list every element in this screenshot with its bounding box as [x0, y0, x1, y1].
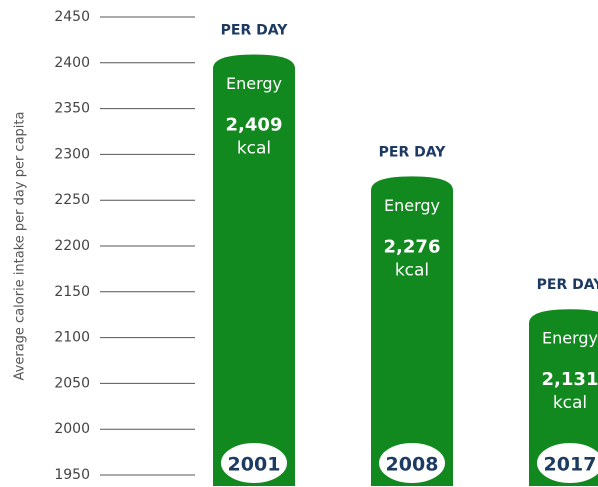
value-label: 2,131	[542, 369, 598, 390]
bar-header: PER DAY	[221, 23, 289, 39]
y-tick-label: 2400	[54, 55, 90, 71]
unit-label: kcal	[237, 139, 271, 159]
bar	[213, 54, 295, 486]
bar-title: Energy	[542, 329, 598, 348]
bar-title: Energy	[384, 196, 440, 215]
bar-title: Energy	[226, 74, 282, 93]
y-axis-label: Average calorie intake per day per capit…	[13, 112, 28, 381]
value-label: 2,409	[226, 115, 283, 136]
bar	[529, 309, 598, 486]
y-tick-label: 2450	[54, 9, 90, 25]
bar-header: PER DAY	[379, 144, 447, 160]
unit-label: kcal	[395, 260, 429, 280]
y-tick-label: 2050	[54, 375, 90, 391]
y-tick-label: 2150	[54, 284, 90, 300]
bar-header: PER DAY	[537, 277, 598, 293]
x-tick-label: 2001	[228, 454, 281, 476]
year-badge	[377, 441, 447, 485]
y-tick-label: 2300	[54, 146, 90, 162]
y-tick-label: 2250	[54, 192, 90, 208]
y-tick-label: 2100	[54, 330, 90, 346]
year-badge	[219, 441, 289, 485]
value-label: 2,276	[384, 236, 441, 257]
y-tick-label: 2350	[54, 101, 90, 117]
y-tick-label: 2000	[54, 421, 90, 437]
y-tick-label: 1950	[54, 467, 90, 483]
y-tick-label: 2200	[54, 238, 90, 254]
bar	[371, 176, 453, 486]
year-badge	[535, 441, 598, 485]
x-tick-label: 2008	[386, 454, 439, 476]
x-tick-label: 2017	[544, 454, 597, 476]
unit-label: kcal	[553, 393, 587, 413]
